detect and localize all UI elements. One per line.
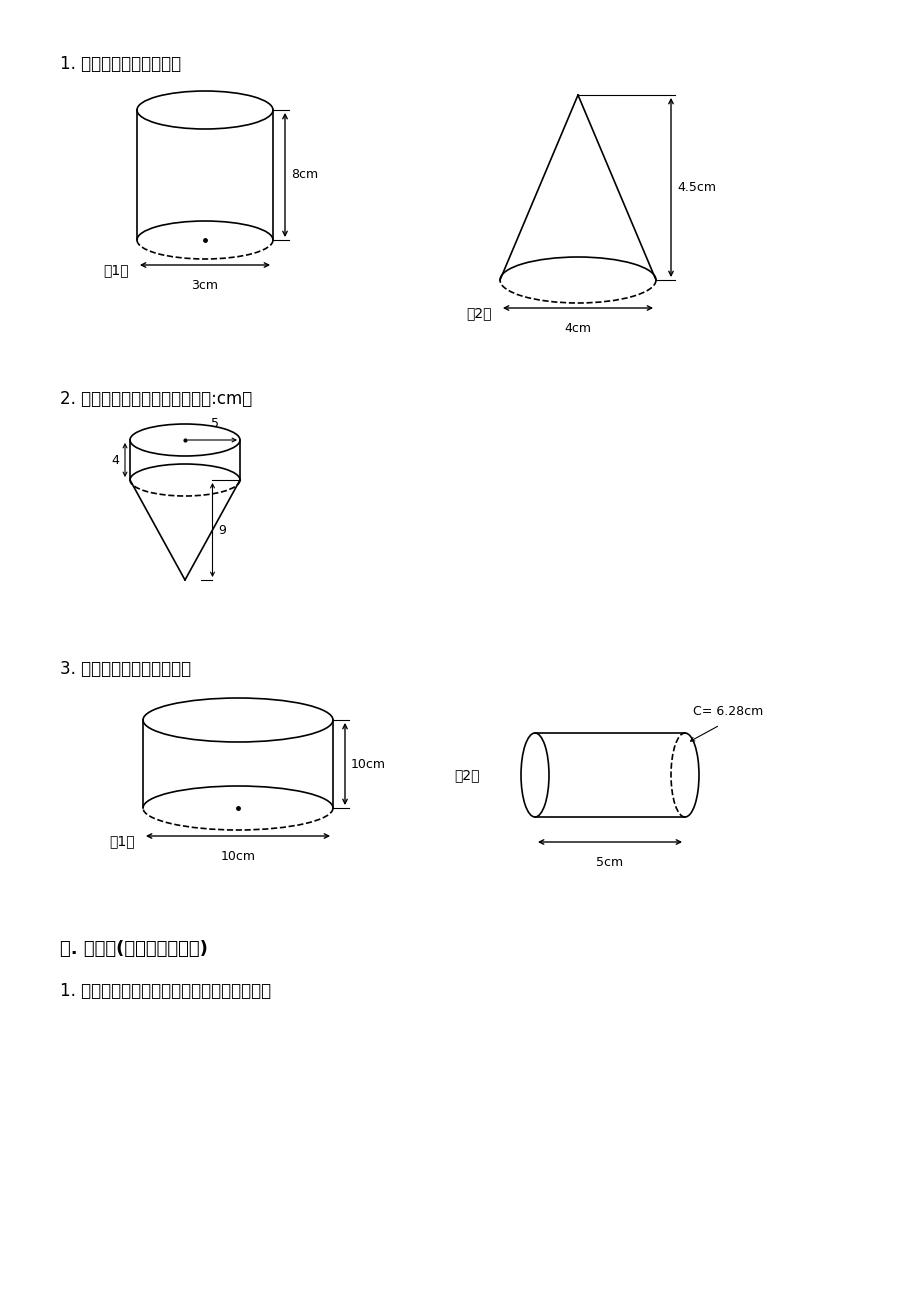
Text: 4cm: 4cm [564,322,591,335]
Text: 1. 计算下列图形的体积。: 1. 计算下列图形的体积。 [60,55,181,73]
Text: 5: 5 [211,417,220,430]
Text: 2. 计算下面图形的体积。（单位:cm）: 2. 计算下面图形的体积。（单位:cm） [60,391,252,408]
Text: 3cm: 3cm [191,279,219,292]
Text: 五. 作图题(共２题，共９分): 五. 作图题(共２题，共９分) [60,940,208,958]
Text: 10cm: 10cm [221,850,255,863]
Text: C= 6.28cm: C= 6.28cm [692,704,763,717]
Text: 3. 计算下面圆柱的表面积。: 3. 计算下面圆柱的表面积。 [60,660,191,678]
Text: （1）: （1） [109,835,135,848]
Text: （2）: （2） [466,306,492,320]
Text: 5cm: 5cm [596,855,623,868]
Text: 4.5cm: 4.5cm [676,181,715,194]
Text: 10cm: 10cm [351,758,386,771]
Text: 8cm: 8cm [290,168,318,181]
Text: 4: 4 [111,453,119,466]
Text: 1. 从左到右在括号里填数。（填整数或小数）: 1. 从左到右在括号里填数。（填整数或小数） [60,982,271,1000]
Text: （2）: （2） [454,768,480,783]
Text: 9: 9 [219,523,226,536]
Text: （1）: （1） [103,263,129,277]
